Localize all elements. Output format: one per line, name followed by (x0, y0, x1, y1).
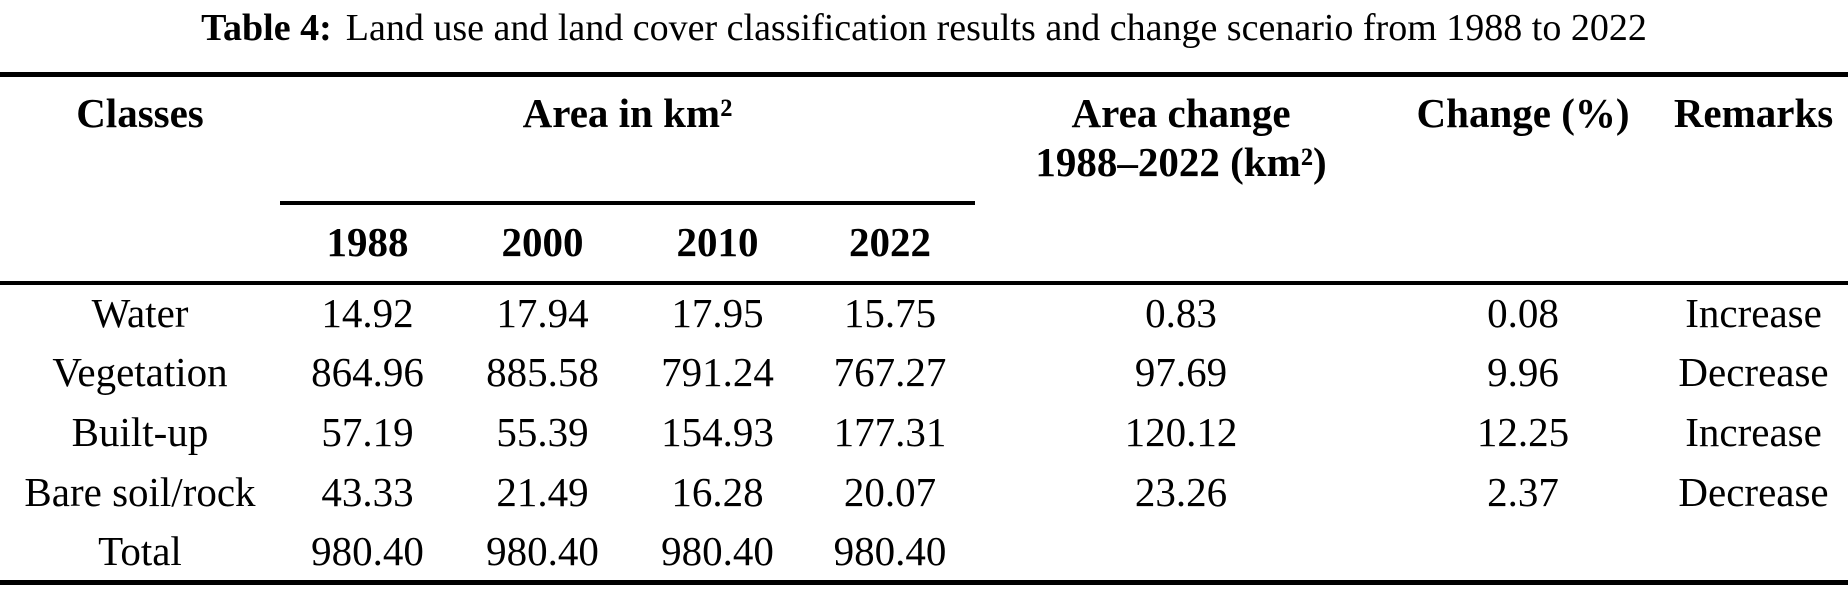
remark-cell: Decrease (1678, 468, 1829, 515)
area-2010-cell: 791.24 (661, 348, 774, 395)
year-header-2022: 2022 (849, 218, 932, 265)
area-change-cell: 0.83 (975, 280, 1388, 343)
area-2000-cell: 980.40 (486, 527, 599, 574)
table-row: Vegetation 864.96 885.58 791.24 767.27 9… (0, 343, 1848, 403)
col-header-change-pct: Change (%) (1416, 90, 1630, 136)
area-2000-cell: 55.39 (496, 408, 589, 455)
area-1988-cell: 864.96 (311, 348, 424, 395)
area-1988-cell: 980.40 (311, 527, 424, 574)
col-header-classes: Classes (76, 90, 204, 136)
area-2010-cell: 154.93 (661, 408, 774, 455)
table-row: Water 14.92 17.94 17.95 15.75 0.83 0.08 … (0, 280, 1848, 343)
remark-cell (1659, 523, 1848, 583)
area-2010-cell: 980.40 (661, 527, 774, 574)
class-cell: Vegetation (52, 348, 228, 395)
col-header-area-change: Area change 1988–2022 (km²) (975, 75, 1387, 283)
area-change-cell: 120.12 (1124, 408, 1238, 455)
area-2000-cell: 885.58 (486, 348, 599, 395)
table-caption: Table 4: Land use and land cover classifi… (0, 4, 1848, 53)
table-row-total: Total 980.40 980.40 980.40 980.40 (0, 523, 1848, 583)
change-pct-cell: 0.08 (1387, 280, 1660, 343)
area-2010-cell: 16.28 (671, 468, 764, 515)
area-change-line1: Area change (1071, 90, 1291, 136)
col-header-area-group: Area in km² (280, 74, 976, 205)
area-2022-cell: 15.75 (805, 280, 976, 343)
year-header-1988: 1988 (326, 218, 409, 265)
col-header-remarks: Remarks (1673, 90, 1834, 136)
change-pct-cell: 12.25 (1476, 408, 1570, 455)
year-header-2010: 2010 (676, 218, 759, 265)
table-caption-label: Table 4: (201, 7, 332, 49)
change-pct-cell: 9.96 (1487, 348, 1559, 395)
header-row-top: Classes Area in km² Area change 1988–202… (0, 74, 1848, 205)
table-row: Bare soil/rock 43.33 21.49 16.28 20.07 2… (0, 463, 1848, 523)
area-2000-cell: 21.49 (496, 468, 589, 515)
lulc-table: Classes Area in km² Area change 1988–202… (0, 72, 1848, 585)
area-change-cell: 23.26 (1134, 468, 1228, 515)
area-change-line2: 1988–2022 (km²) (1035, 139, 1327, 186)
area-2000-cell: 17.94 (455, 280, 630, 343)
area-1988-cell: 43.33 (321, 468, 414, 515)
table-row: Built-up 57.19 55.39 154.93 177.31 120.1… (0, 403, 1848, 463)
class-cell: Bare soil/rock (24, 468, 256, 515)
area-change-cell: 97.69 (1134, 348, 1228, 395)
area-2022-cell: 767.27 (833, 348, 947, 395)
area-2022-cell: 980.40 (833, 527, 947, 574)
change-pct-cell: 2.37 (1487, 468, 1559, 515)
class-cell: Built-up (71, 408, 209, 455)
area-1988-cell: 14.92 (280, 280, 455, 343)
year-header-2000: 2000 (501, 218, 584, 265)
table-caption-text: Land use and land cover classification r… (345, 7, 1647, 49)
area-2022-cell: 20.07 (843, 468, 937, 515)
area-change-cell (975, 523, 1387, 583)
remark-cell: Increase (1659, 280, 1848, 343)
area-2022-cell: 177.31 (833, 408, 947, 455)
class-cell: Water (0, 280, 280, 343)
class-cell: Total (98, 527, 182, 574)
remark-cell: Decrease (1678, 348, 1829, 395)
area-1988-cell: 57.19 (321, 408, 414, 455)
remark-cell: Increase (1685, 408, 1822, 455)
area-2010-cell: 17.95 (630, 280, 805, 343)
header-row-years: 1988 2000 2010 2022 (0, 203, 1848, 283)
change-pct-cell (1387, 523, 1659, 583)
